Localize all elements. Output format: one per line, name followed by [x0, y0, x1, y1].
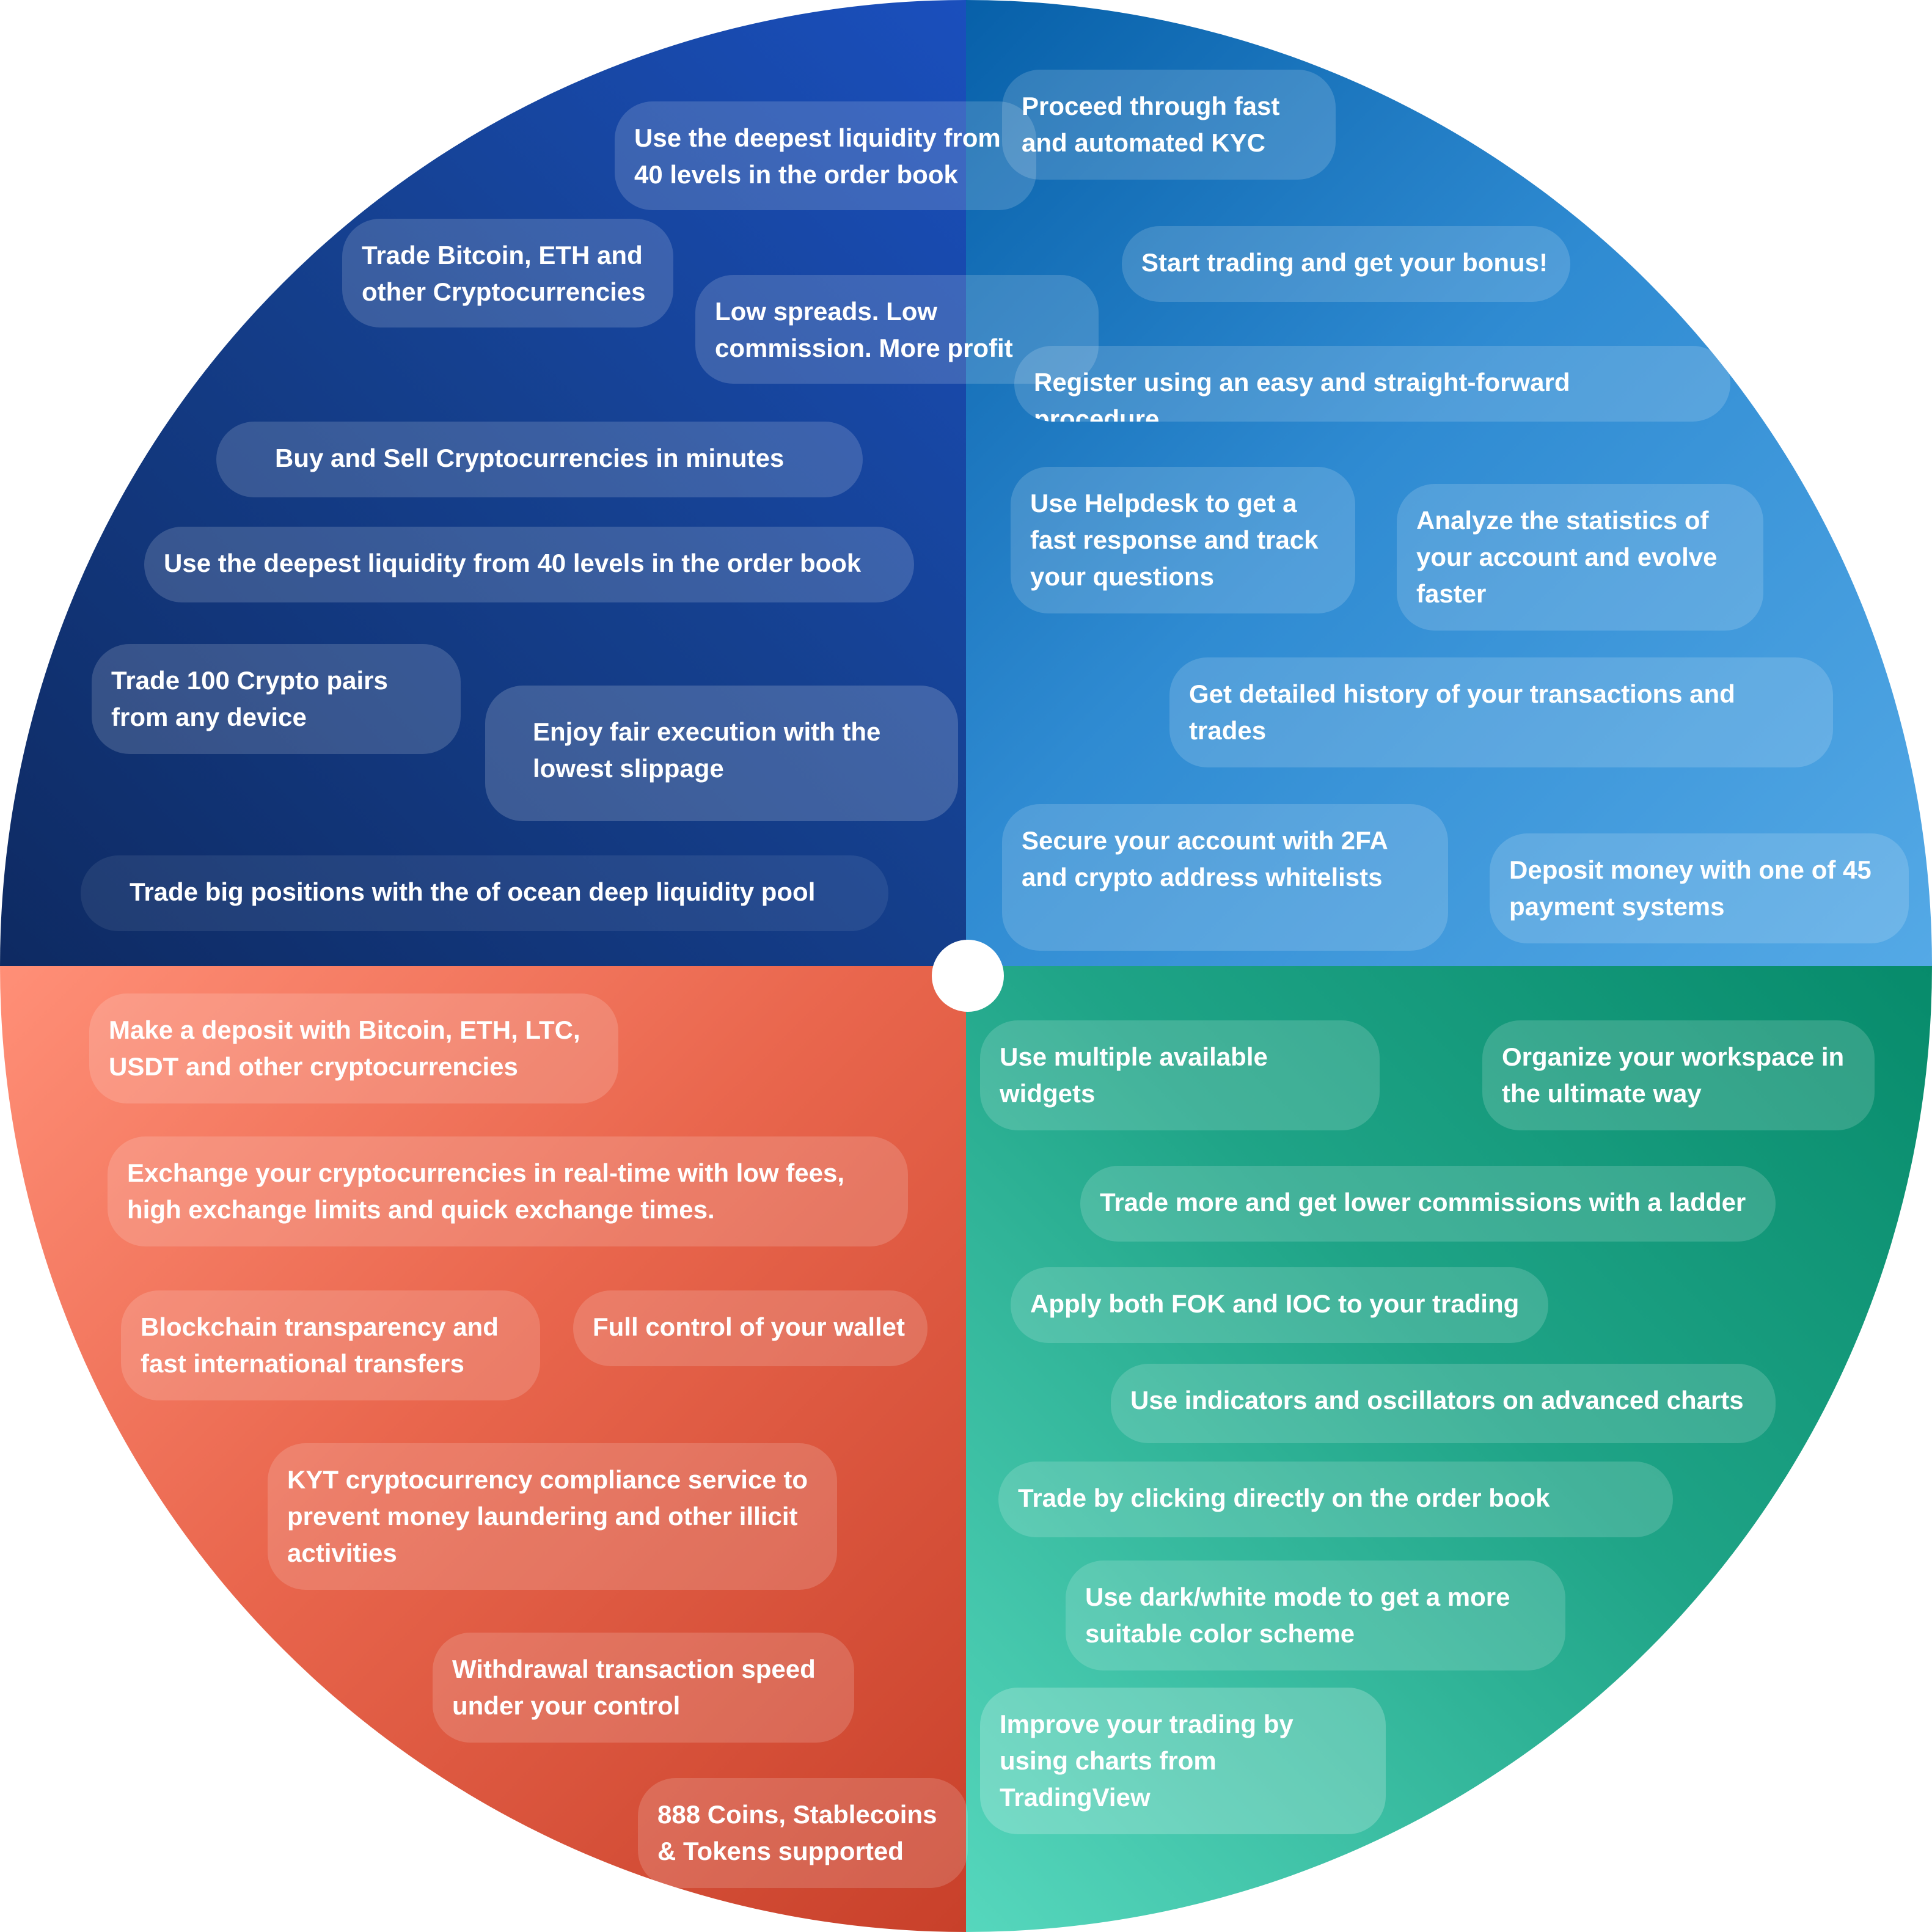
feature-label: Trade more and get lower commissions wit…	[1100, 1188, 1746, 1217]
feature-pill: Blockchain transparency and fast interna…	[121, 1290, 540, 1400]
feature-pill: Buy and Sell Cryptocurrencies in minutes	[216, 422, 863, 497]
feature-label: Secure your account with 2FA and crypto …	[1022, 826, 1388, 891]
feature-label: Low spreads. Low commission. More profit	[715, 297, 1013, 362]
feature-pill: Use the deepest liquidity from 40 levels…	[615, 101, 1036, 210]
feature-label: Use multiple available widgets	[1000, 1042, 1268, 1108]
feature-pill: Start trading and get your bonus!	[1122, 226, 1570, 302]
feature-label: Enjoy fair execution with the lowest sli…	[533, 717, 881, 783]
feature-label: Trade 100 Crypto pairs from any device	[111, 666, 388, 731]
feature-label: Register using an easy and straight-forw…	[1034, 368, 1570, 422]
feature-pill: Register using an easy and straight-forw…	[1014, 346, 1730, 422]
feature-label: Get detailed history of your transaction…	[1189, 679, 1735, 745]
feature-pill: Enjoy fair execution with the lowest sli…	[485, 686, 958, 821]
feature-pill: Use Helpdesk to get a fast response and …	[1011, 467, 1355, 613]
quadrant-bottom-left	[0, 966, 966, 1932]
feature-pill: Full control of your wallet	[573, 1290, 928, 1366]
feature-pill: Withdrawal transaction speed under your …	[433, 1633, 854, 1743]
feature-pill: Deposit money with one of 45 payment sys…	[1490, 833, 1909, 943]
feature-label: Make a deposit with Bitcoin, ETH, LTC, U…	[109, 1015, 580, 1081]
feature-pill: Use dark/white mode to get a more suitab…	[1066, 1561, 1565, 1670]
feature-label: Buy and Sell Cryptocurrencies in minutes	[275, 444, 785, 472]
feature-label: Blockchain transparency and fast interna…	[141, 1312, 499, 1378]
quadrant-top-right	[966, 0, 1932, 966]
feature-label: Improve your trading by using charts fro…	[1000, 1710, 1293, 1812]
feature-label: Trade Bitcoin, ETH and other Cryptocurre…	[362, 241, 646, 306]
feature-pill: KYT cryptocurrency compliance service to…	[268, 1443, 837, 1590]
feature-label: Analyze the statistics of your account a…	[1416, 506, 1718, 608]
quadrant-bottom-right	[966, 966, 1932, 1932]
feature-label: Withdrawal transaction speed under your …	[452, 1655, 816, 1720]
feature-pill: Trade by clicking directly on the order …	[998, 1462, 1673, 1537]
feature-pill: Trade 100 Crypto pairs from any device	[92, 644, 461, 754]
feature-pill: Secure your account with 2FA and crypto …	[1002, 804, 1448, 951]
feature-pill: 888 Coins, Stablecoins & Tokens supporte…	[638, 1778, 968, 1888]
feature-pill: Use multiple available widgets	[980, 1020, 1380, 1130]
feature-label: Use indicators and oscillators on advanc…	[1130, 1386, 1744, 1414]
feature-label: Use the deepest liquidity from 40 levels…	[164, 549, 862, 577]
feature-pill: Organize your workspace in the ultimate …	[1482, 1020, 1875, 1130]
feature-label: Trade big positions with the of ocean de…	[130, 877, 816, 906]
feature-pill: Exchange your cryptocurrencies in real-t…	[108, 1136, 908, 1246]
feature-pill: Make a deposit with Bitcoin, ETH, LTC, U…	[89, 993, 618, 1103]
feature-label: Apply both FOK and IOC to your trading	[1030, 1289, 1520, 1318]
feature-label: Proceed through fast and automated KYC	[1022, 92, 1280, 157]
feature-label: Use the deepest liquidity from 40 levels…	[634, 123, 1001, 189]
feature-label: Trade by clicking directly on the order …	[1018, 1484, 1550, 1512]
feature-pill: Apply both FOK and IOC to your trading	[1011, 1267, 1548, 1343]
feature-pill: Low spreads. Low commission. More profit	[695, 275, 1099, 384]
feature-label: Use dark/white mode to get a more suitab…	[1085, 1583, 1510, 1648]
feature-label: KYT cryptocurrency compliance service to…	[287, 1465, 808, 1567]
feature-pill: Proceed through fast and automated KYC	[1002, 70, 1336, 180]
feature-label: Deposit money with one of 45 payment sys…	[1509, 855, 1872, 921]
feature-pill: Trade Bitcoin, ETH and other Cryptocurre…	[342, 219, 673, 327]
feature-label: 888 Coins, Stablecoins & Tokens supporte…	[657, 1800, 937, 1865]
feature-pill: Analyze the statistics of your account a…	[1397, 484, 1763, 631]
quadrant-top-left	[0, 0, 966, 966]
feature-pill: Use the deepest liquidity from 40 levels…	[144, 527, 914, 602]
center-hub	[932, 940, 1004, 1012]
feature-pill: Use indicators and oscillators on advanc…	[1111, 1364, 1776, 1443]
feature-label: Full control of your wallet	[593, 1312, 906, 1341]
feature-pill: Improve your trading by using charts fro…	[980, 1688, 1386, 1834]
feature-label: Use Helpdesk to get a fast response and …	[1030, 489, 1319, 591]
feature-pill: Trade more and get lower commissions wit…	[1080, 1166, 1776, 1242]
feature-pill: Get detailed history of your transaction…	[1169, 657, 1833, 767]
feature-pill: Trade big positions with the of ocean de…	[81, 855, 888, 931]
feature-label: Organize your workspace in the ultimate …	[1502, 1042, 1845, 1108]
feature-label: Start trading and get your bonus!	[1141, 248, 1548, 277]
feature-label: Exchange your cryptocurrencies in real-t…	[127, 1158, 845, 1224]
